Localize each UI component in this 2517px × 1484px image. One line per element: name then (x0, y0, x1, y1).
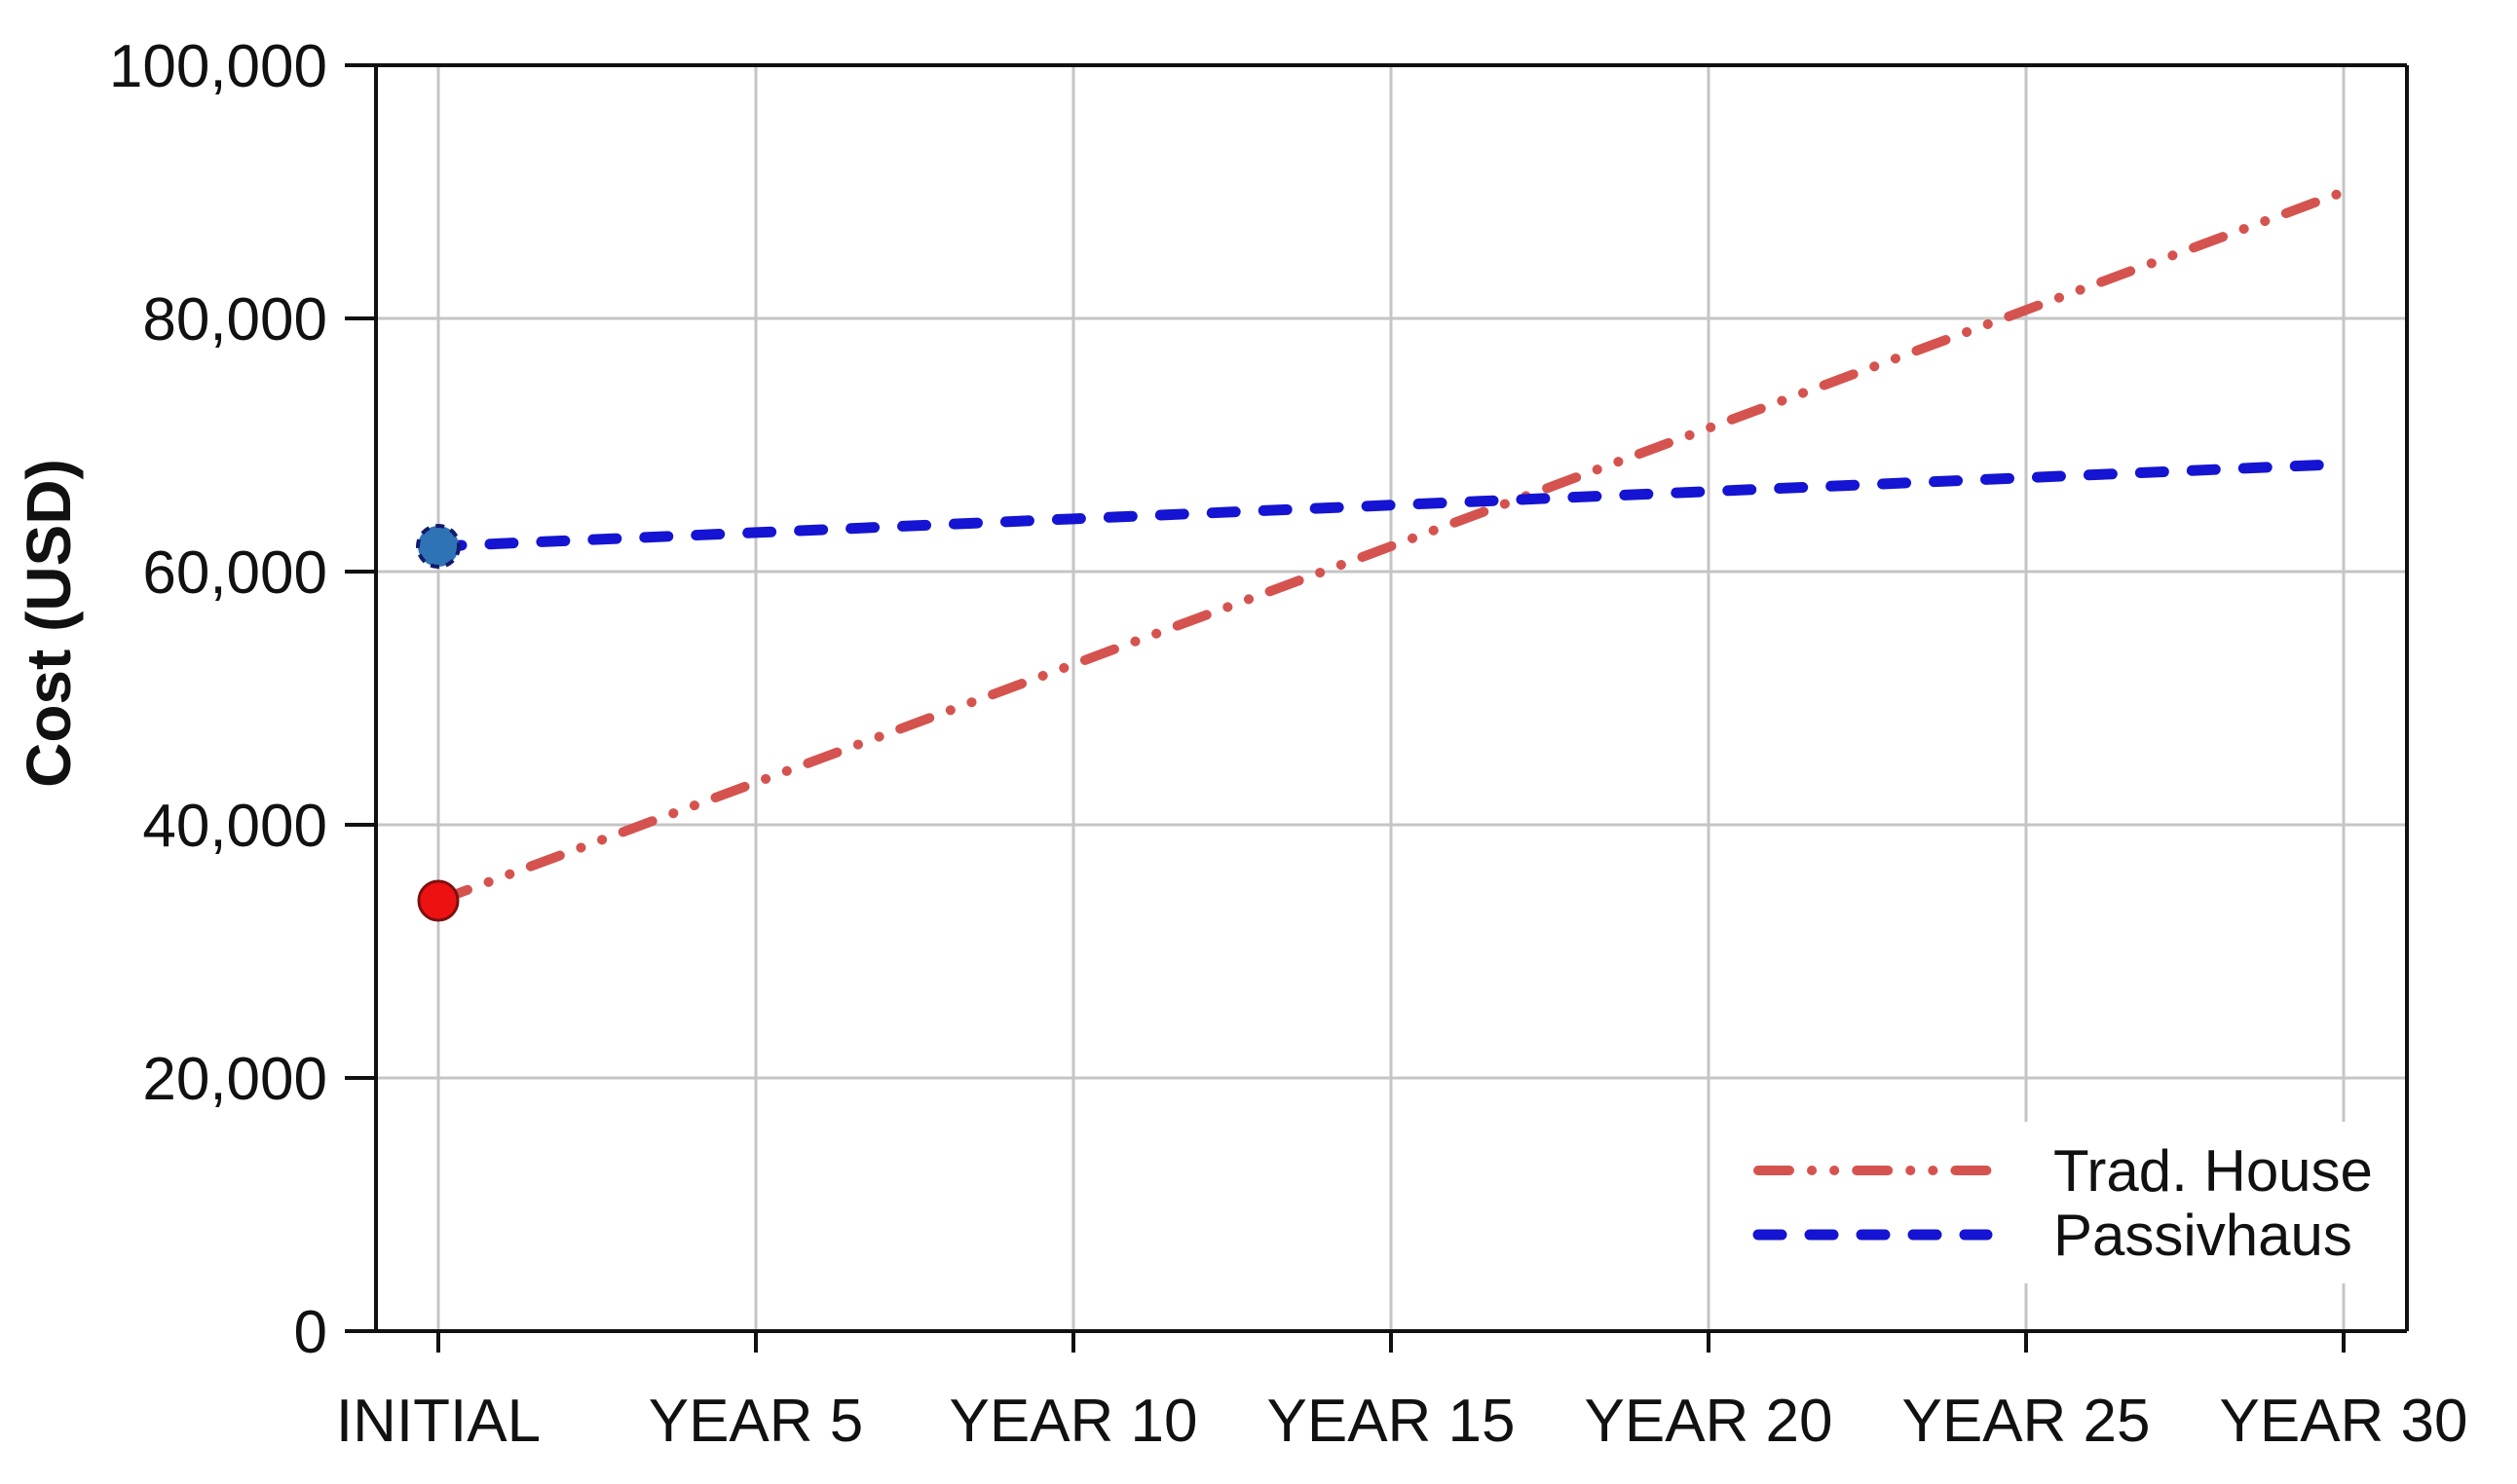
series-lines (432, 187, 2349, 906)
y-tick-label: 0 (294, 1299, 327, 1366)
x-tick-label: YEAR 10 (949, 1388, 1197, 1455)
legend-label: Passivhaus (2053, 1203, 2352, 1268)
series-line-passivhaus (432, 459, 2349, 552)
x-tick-label: YEAR 25 (1901, 1388, 2150, 1455)
legend-label: Trad. House (2053, 1138, 2373, 1204)
y-tick-label: 100,000 (109, 33, 327, 100)
initial-point-marker-trad-house (417, 879, 460, 922)
series-markers (416, 524, 461, 922)
tick-labels: 0 20,000 40,000 60,000 80,000 100,000 INITIAL Y… (109, 33, 2468, 1455)
y-tick-label: 60,000 (142, 539, 327, 607)
series-line-trad-house (433, 187, 2348, 906)
gridlines (376, 65, 2407, 1331)
initial-point-marker-passivhaus (416, 524, 461, 569)
x-tick-label: YEAR 20 (1584, 1388, 1832, 1455)
x-tick-label: YEAR 30 (2219, 1388, 2467, 1455)
y-tick-label: 80,000 (142, 286, 327, 353)
x-tick-label: YEAR 15 (1266, 1388, 1515, 1455)
x-tick-label: YEAR 5 (649, 1388, 864, 1455)
legend-background (1726, 1122, 2402, 1283)
y-tick-label: 40,000 (142, 793, 327, 860)
y-tick-label: 20,000 (142, 1046, 327, 1113)
x-tick-label: INITIAL (336, 1388, 541, 1455)
axes (345, 63, 2409, 1353)
y-axis-title: Cost (USD) (14, 459, 84, 788)
